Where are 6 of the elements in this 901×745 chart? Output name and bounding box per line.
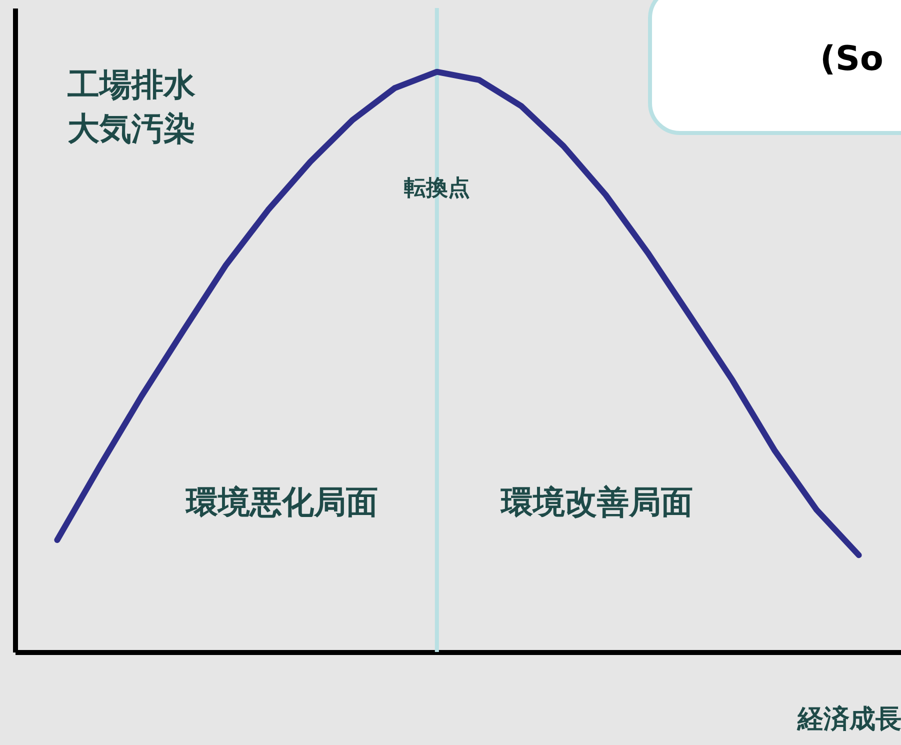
x-axis-title: 経済成長 bbox=[796, 704, 901, 734]
annotation: 環境悪化局面 bbox=[185, 483, 378, 521]
y-axis-title: 工場排水大気汚染 bbox=[66, 66, 196, 148]
text: 転換点 bbox=[404, 176, 470, 201]
annotation: (So bbox=[820, 39, 884, 79]
annotation: 環境改善局面 bbox=[500, 483, 693, 521]
